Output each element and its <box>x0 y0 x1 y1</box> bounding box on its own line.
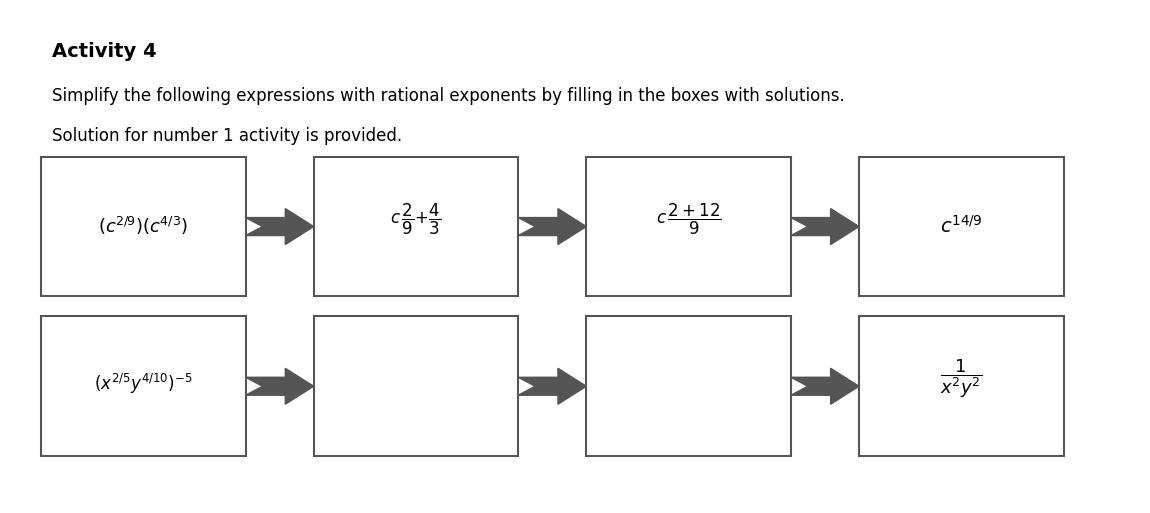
Text: $(c^{2/9})(c^{4/3})$: $(c^{2/9})(c^{4/3})$ <box>98 214 189 236</box>
FancyBboxPatch shape <box>859 156 1064 297</box>
FancyBboxPatch shape <box>586 156 791 297</box>
Polygon shape <box>519 368 586 404</box>
Text: Simplify the following expressions with rational exponents by filling in the box: Simplify the following expressions with … <box>53 87 845 105</box>
FancyBboxPatch shape <box>41 156 246 297</box>
Text: $\dfrac{1}{x^2y^2}$: $\dfrac{1}{x^2y^2}$ <box>940 358 982 400</box>
FancyBboxPatch shape <box>586 317 791 456</box>
Text: Activity 4: Activity 4 <box>53 42 158 61</box>
Text: Solution for number 1 activity is provided.: Solution for number 1 activity is provid… <box>53 127 402 145</box>
FancyBboxPatch shape <box>314 317 519 456</box>
Text: $(x^{2/5}y^{4/10})^{-5}$: $(x^{2/5}y^{4/10})^{-5}$ <box>94 372 192 396</box>
Text: $c\,\dfrac{2}{9}{+}\dfrac{4}{3}$: $c\,\dfrac{2}{9}{+}\dfrac{4}{3}$ <box>391 202 442 236</box>
Polygon shape <box>246 209 314 245</box>
FancyBboxPatch shape <box>41 317 246 456</box>
FancyBboxPatch shape <box>859 317 1064 456</box>
Polygon shape <box>791 209 859 245</box>
FancyBboxPatch shape <box>314 156 519 297</box>
Text: $c^{14/9}$: $c^{14/9}$ <box>941 214 982 236</box>
Polygon shape <box>519 209 586 245</box>
Polygon shape <box>246 368 314 404</box>
Text: $c\,\dfrac{2+12}{9}$: $c\,\dfrac{2+12}{9}$ <box>656 202 721 236</box>
Polygon shape <box>791 368 859 404</box>
